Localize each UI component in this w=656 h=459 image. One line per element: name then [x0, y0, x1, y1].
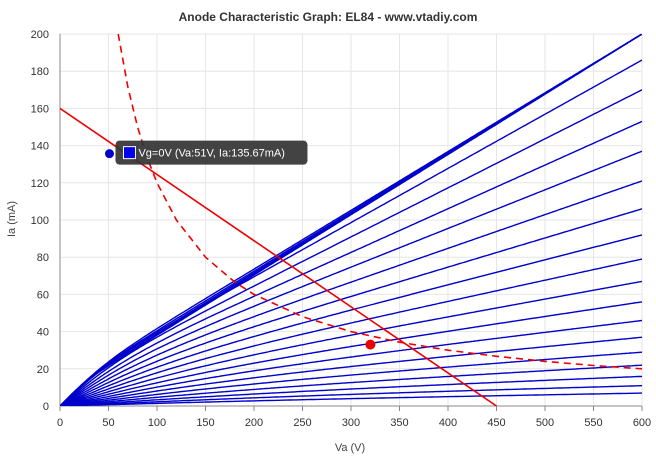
- data-points: [104, 149, 376, 350]
- x-tick-label: 550: [584, 417, 602, 429]
- y-tick-label: 160: [31, 103, 49, 115]
- max-dissipation-curve: [117, 34, 642, 370]
- grid-curve: [60, 89, 642, 406]
- x-tick-label: 200: [245, 417, 263, 429]
- grid-curve: [60, 364, 642, 406]
- tooltip-color-swatch: [122, 146, 136, 160]
- x-tick-label: 350: [390, 417, 408, 429]
- grid-voltage-curves: [60, 34, 642, 406]
- x-tick-label: 450: [487, 417, 505, 429]
- x-tick-label: 250: [293, 417, 311, 429]
- grid-curve: [60, 301, 642, 406]
- x-tick-label: 500: [536, 417, 554, 429]
- x-tick-label: 100: [148, 417, 166, 429]
- grid-curve: [60, 258, 642, 406]
- y-tick-label: 200: [31, 29, 49, 41]
- operating-point-marker: [365, 339, 376, 350]
- x-tick-label: 0: [57, 417, 63, 429]
- y-tick-label: 20: [37, 364, 49, 376]
- chart-title: Anode Characteristic Graph: EL84 - www.v…: [179, 10, 478, 24]
- x-tick-label: 300: [342, 417, 360, 429]
- grid-curve: [60, 319, 642, 406]
- y-tick-label: 40: [37, 327, 49, 339]
- y-tick-label: 140: [31, 141, 49, 153]
- y-tick-label: 120: [31, 178, 49, 190]
- x-tick-label: 400: [439, 417, 457, 429]
- grid-curve: [60, 234, 642, 406]
- grid-curve: [60, 150, 642, 406]
- x-axis-label: Va (V): [335, 442, 365, 454]
- grid-curve: [60, 375, 642, 406]
- x-tick-label: 600: [633, 417, 651, 429]
- y-tick-label: 60: [37, 289, 49, 301]
- tooltip: Vg=0V (Va:51V, Ia:135.67mA): [115, 140, 308, 165]
- x-tick-label: 50: [102, 417, 114, 429]
- y-tick-label: 0: [43, 401, 49, 413]
- grid-curve: [60, 34, 642, 406]
- y-tick-label: 100: [31, 215, 49, 227]
- grid: [59, 33, 643, 407]
- grid-curve: [60, 180, 642, 406]
- highlight-point-marker: [104, 149, 114, 159]
- grid-curve: [60, 120, 642, 406]
- grid-curve: [60, 208, 642, 406]
- grid-curve: [60, 392, 642, 406]
- grid-curve: [60, 336, 642, 406]
- tooltip-text: Vg=0V (Va:51V, Ia:135.67mA): [138, 148, 284, 160]
- grid-curve: [60, 351, 642, 406]
- y-tick-label: 180: [31, 66, 49, 78]
- grid-curve: [60, 280, 642, 406]
- y-tick-label: 80: [37, 252, 49, 264]
- tooltip-background: [115, 140, 308, 165]
- grid-curve: [60, 385, 642, 406]
- y-axis-label: Ia (mA): [6, 201, 18, 237]
- tick-labels: 0 50 100 150 200 250 300 350 400 450 500 550 600 0 20 4…: [31, 29, 652, 429]
- axes: [59, 34, 643, 411]
- x-tick-label: 150: [196, 417, 214, 429]
- grid-curve: [60, 59, 642, 406]
